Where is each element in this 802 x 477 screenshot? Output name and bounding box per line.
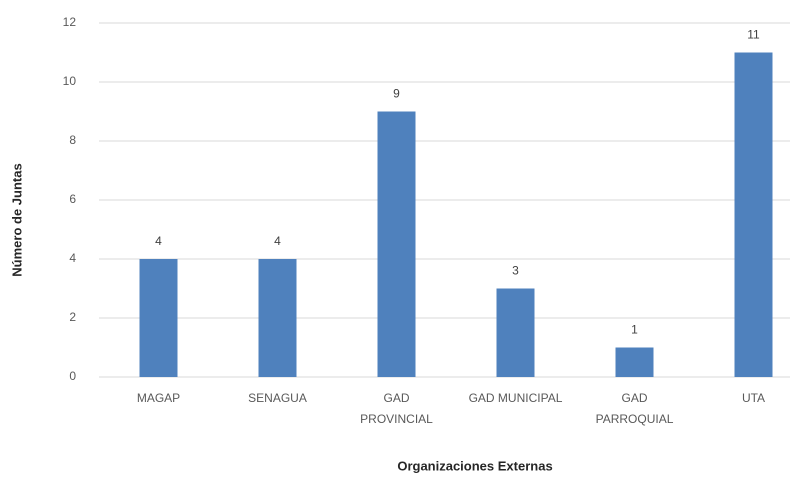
x-tick-label: GAD bbox=[383, 391, 409, 405]
y-tick-label: 12 bbox=[63, 15, 77, 29]
bar bbox=[496, 288, 535, 377]
x-tick-label: PARROQUIAL bbox=[596, 412, 674, 426]
bar bbox=[139, 259, 178, 377]
x-tick-label: MAGAP bbox=[137, 391, 180, 405]
data-label: 4 bbox=[155, 234, 162, 248]
bar bbox=[258, 259, 297, 377]
x-tick-label: SENAGUA bbox=[248, 391, 307, 405]
y-tick-label: 4 bbox=[69, 251, 76, 265]
bar bbox=[377, 111, 416, 377]
bar bbox=[615, 347, 654, 377]
x-tick-label: GAD bbox=[621, 391, 647, 405]
y-axis-title: Número de Juntas bbox=[9, 163, 24, 276]
data-label: 9 bbox=[393, 87, 400, 101]
y-tick-label: 6 bbox=[69, 192, 76, 206]
data-label: 1 bbox=[631, 323, 638, 337]
y-tick-label: 10 bbox=[63, 74, 77, 88]
data-label: 11 bbox=[747, 28, 760, 42]
bar bbox=[734, 52, 773, 377]
y-tick-label: 0 bbox=[69, 369, 76, 383]
x-axis-title: Organizaciones Externas bbox=[397, 458, 552, 473]
y-tick-label: 2 bbox=[69, 310, 76, 324]
data-label: 3 bbox=[512, 264, 519, 278]
y-tick-label: 8 bbox=[69, 133, 76, 147]
data-label: 4 bbox=[274, 234, 281, 248]
x-tick-label: GAD MUNICIPAL bbox=[469, 391, 563, 405]
x-tick-label: PROVINCIAL bbox=[360, 412, 433, 426]
x-tick-label: UTA bbox=[742, 391, 765, 405]
